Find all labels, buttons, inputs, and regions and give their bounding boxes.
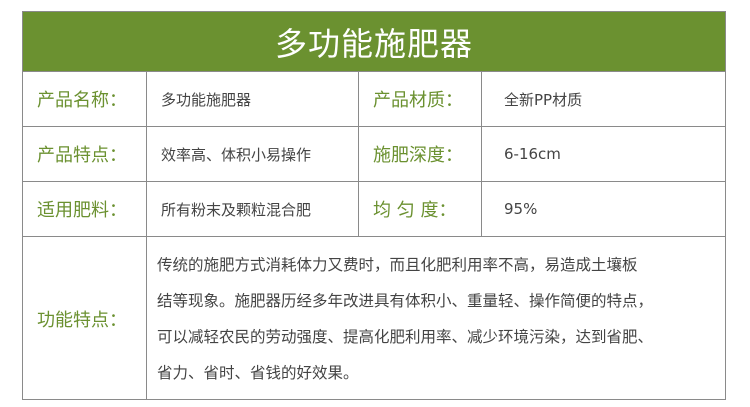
label-material: 产品材质： bbox=[358, 72, 481, 126]
label-uniformity: 均 匀 度： bbox=[358, 182, 481, 236]
spec-table: 多功能施肥器 产品名称： 多功能施肥器 产品材质： 全新PP材质 产品特点： 效… bbox=[22, 11, 726, 400]
value-uniformity: 95% bbox=[481, 182, 725, 236]
value-depth: 6-16cm bbox=[481, 127, 725, 181]
table-row-feature: 功能特点： 传统的施肥方式消耗体力又费时，而且化肥利用率不高，易造成土壤板 结等… bbox=[23, 236, 725, 400]
desc-line: 可以减轻农民的劳动强度、提高化肥利用率、减少环境污染，达到省肥、 bbox=[157, 328, 654, 346]
table-row: 产品特点： 效率高、体积小易操作 施肥深度： 6-16cm bbox=[23, 126, 725, 181]
label-depth: 施肥深度： bbox=[358, 127, 481, 181]
value-product-name: 多功能施肥器 bbox=[146, 72, 358, 126]
function-description: 传统的施肥方式消耗体力又费时，而且化肥利用率不高，易造成土壤板 结等现象。施肥器… bbox=[146, 237, 725, 400]
value-material: 全新PP材质 bbox=[481, 72, 725, 126]
label-fertilizer: 适用肥料： bbox=[37, 200, 127, 221]
label-features: 产品特点： bbox=[37, 145, 127, 166]
page-title: 多功能施肥器 bbox=[23, 12, 725, 71]
value-fertilizer: 所有粉末及颗粒混合肥 bbox=[146, 182, 358, 236]
table-row: 产品名称： 多功能施肥器 产品材质： 全新PP材质 bbox=[23, 71, 725, 126]
label-function: 功能特点： bbox=[37, 309, 127, 331]
value-features: 效率高、体积小易操作 bbox=[146, 127, 358, 181]
table-row: 适用肥料： 所有粉末及颗粒混合肥 均 匀 度： 95% bbox=[23, 181, 725, 236]
desc-line: 传统的施肥方式消耗体力又费时，而且化肥利用率不高，易造成土壤板 bbox=[157, 256, 638, 274]
label-product-name: 产品名称： bbox=[37, 90, 127, 111]
desc-line: 结等现象。施肥器历经多年改进具有体积小、重量轻、操作简便的特点， bbox=[157, 292, 654, 310]
desc-line: 省力、省时、省钱的好效果。 bbox=[157, 364, 359, 382]
